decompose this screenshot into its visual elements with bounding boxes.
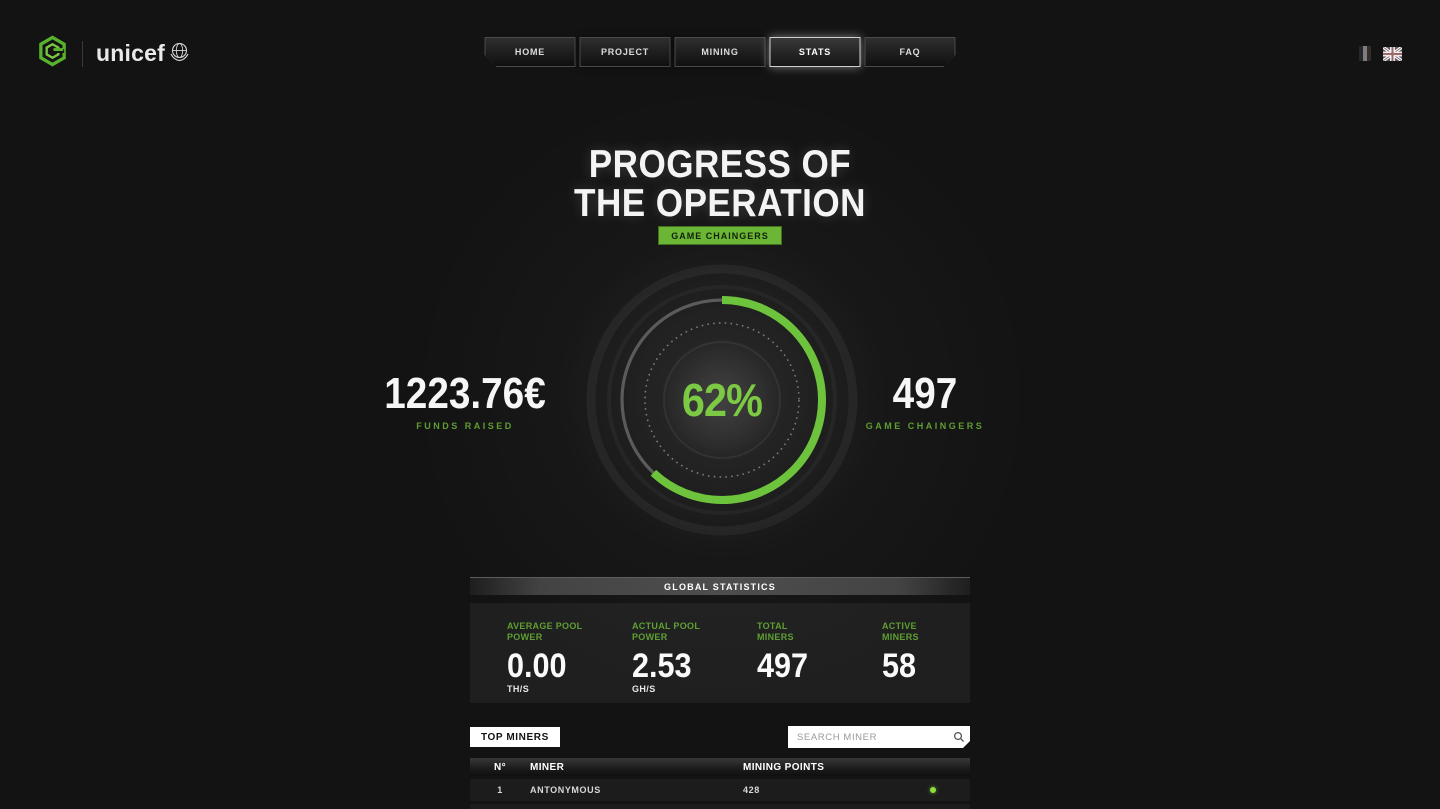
table-row: 1 ANTONYMOUS 428 [470, 779, 970, 801]
status-dot [930, 787, 936, 793]
miners-table: N° MINER MINING POINTS 1 ANTONYMOUS 428 … [470, 758, 970, 809]
game-chaingers-stat: 497 GAME CHAINGERS [845, 369, 1005, 432]
page-title-line2: THE OPERATION [574, 182, 866, 225]
stat-label: AVERAGE POOL POWER [507, 621, 583, 642]
unicef-logo[interactable]: unicef [96, 40, 191, 68]
col-points: MINING POINTS [743, 761, 825, 773]
stat-value: 2.53 [632, 647, 692, 685]
miner-rank: 1 [497, 785, 503, 795]
stat-value: 58 [882, 647, 917, 685]
uk-flag-icon[interactable] [1382, 45, 1403, 66]
funds-raised-value: 1223.76€ [384, 369, 546, 418]
miner-search [788, 726, 970, 748]
stat-average-pool-power: AVERAGE POOL POWER 0.00 TH/S [470, 603, 595, 703]
table-row: 2 TRANCEPT 161 [470, 804, 970, 809]
gauge-svg [586, 264, 858, 536]
stat-value: 0.00 [507, 647, 567, 685]
brand-divider [82, 40, 83, 67]
french-flag-icon[interactable] [1359, 46, 1371, 66]
search-icon[interactable] [948, 731, 970, 743]
funds-raised-stat: 1223.76€ FUNDS RAISED [355, 369, 575, 432]
game-chaingers-label: GAME CHAINGERS [865, 421, 985, 431]
nav-tab-stats[interactable]: STATS [769, 37, 861, 67]
col-rank: N° [493, 761, 507, 773]
page-title-line1: PROGRESS OF [588, 143, 852, 186]
top-bar: unicef HOME PROJECT MINING STATS [0, 0, 1440, 80]
gauge-center-ring [663, 341, 781, 459]
gauge-outer-halo [586, 264, 858, 536]
nav-tab-home-label: HOME [486, 38, 575, 66]
miners-table-header: N° MINER MINING POINTS [470, 758, 970, 776]
page-title: PROGRESS OF THE OPERATION [72, 145, 1368, 223]
nav-tab-stats-label: STATS [770, 38, 860, 66]
language-switcher [1359, 45, 1403, 66]
stat-total-miners: TOTAL MINERS 497 [720, 603, 845, 703]
nav-tab-home[interactable]: HOME [485, 37, 576, 67]
miner-points: 428 [743, 785, 760, 795]
stat-actual-pool-power: ACTUAL POOL POWER 2.53 GH/S [595, 603, 720, 703]
gauge-arc [618, 296, 826, 504]
campaign-badge: GAME CHAINGERS [658, 226, 782, 245]
stat-unit: TH/S [507, 684, 530, 694]
stat-value: 497 [757, 647, 809, 685]
brand: unicef [36, 34, 191, 73]
gauge-inner-halo [607, 285, 837, 515]
game-chaingers-value: 497 [892, 369, 958, 418]
stat-label: ACTIVE MINERS [882, 621, 919, 642]
search-miner-input[interactable] [788, 726, 948, 748]
top-miners-bar: TOP MINERS [470, 726, 970, 748]
stat-label: ACTUAL POOL POWER [632, 621, 701, 642]
progress-gauge: 62% [582, 260, 862, 540]
global-statistics-panel: AVERAGE POOL POWER 0.00 TH/S ACTUAL POOL… [470, 603, 970, 703]
global-statistics-header: GLOBAL STATISTICS [470, 577, 970, 595]
nav-tab-mining[interactable]: MINING [674, 37, 766, 67]
nav-tab-mining-label: MINING [675, 38, 765, 66]
nav-tab-faq[interactable]: FAQ [865, 37, 956, 67]
game-chaingers-logo-icon[interactable] [36, 34, 69, 73]
top-miners-label: TOP MINERS [470, 727, 560, 747]
nav-tab-project[interactable]: PROJECT [579, 37, 671, 67]
stat-active-miners: ACTIVE MINERS 58 [845, 603, 970, 703]
col-miner: MINER [530, 761, 565, 773]
nav-tab-faq-label: FAQ [866, 38, 955, 66]
main-nav: HOME PROJECT MINING STATS FAQ [485, 37, 956, 67]
nav-tab-project-label: PROJECT [580, 38, 670, 66]
gauge-percent: 62% [681, 374, 763, 426]
miner-name: ANTONYMOUS [530, 785, 601, 795]
progress-section: 1223.76€ FUNDS RAISED [0, 260, 1440, 560]
gauge-dotted-ring [644, 322, 800, 478]
unicef-emblem-icon [168, 40, 191, 68]
stat-label: TOTAL MINERS [757, 621, 794, 642]
funds-raised-label: FUNDS RAISED [416, 421, 514, 431]
main-content: PROGRESS OF THE OPERATION GAME CHAINGERS… [0, 145, 1440, 809]
gauge-center-glow [660, 338, 784, 462]
unicef-wordmark: unicef [96, 40, 165, 66]
stat-unit: GH/S [632, 684, 656, 694]
